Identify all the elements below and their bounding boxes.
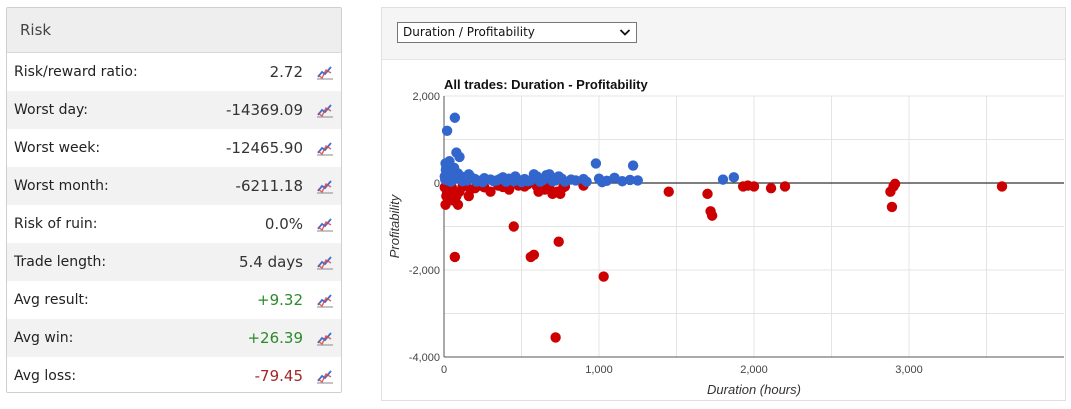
risk-row-value: -12465.90 — [226, 139, 303, 157]
loss-trade-point — [996, 181, 1008, 192]
loss-trade-point — [550, 332, 561, 343]
line-chart-icon[interactable] — [315, 366, 335, 386]
x-tick-label: 0 — [441, 364, 447, 376]
win-trade-point — [590, 158, 602, 169]
line-chart-icon[interactable] — [315, 328, 335, 348]
duration-profitability-chart: All trades: Duration - Profitability 2,00… — [387, 77, 1064, 397]
win-trade-point — [596, 176, 608, 188]
loss-trade-point — [463, 190, 474, 202]
win-trade-point — [632, 175, 643, 186]
loss-trade-point — [533, 186, 544, 197]
risk-row-label: Trade length: — [14, 254, 107, 270]
x-tick-label: 1,000 — [585, 364, 613, 376]
line-chart-icon[interactable] — [315, 176, 335, 196]
risk-row: Worst week: -12465.90 — [7, 129, 341, 167]
win-trade-point — [463, 169, 474, 180]
win-trade-point — [477, 176, 488, 188]
win-trade-point — [627, 160, 639, 171]
risk-row-label: Avg result: — [14, 292, 89, 308]
x-tick-label: 3,000 — [895, 364, 923, 376]
win-trade-point — [624, 174, 636, 186]
risk-row: Risk/reward ratio: 2.72 — [7, 53, 341, 91]
line-chart-icon[interactable] — [315, 100, 335, 120]
y-tick-label: -2,000 — [409, 265, 440, 277]
risk-panel-title: Risk — [7, 8, 341, 53]
loss-trade-point — [663, 186, 674, 197]
chart-type-select[interactable]: Duration / Profitability — [397, 22, 637, 43]
risk-panel: Risk Risk/reward ratio: 2.72 Worst day: -14… — [6, 7, 342, 393]
win-trade-point — [441, 125, 453, 136]
risk-row-label: Avg loss: — [14, 368, 77, 384]
loss-trade-point — [553, 236, 564, 247]
risk-row-label: Worst day: — [14, 102, 89, 118]
win-trade-point — [528, 169, 540, 180]
loss-trade-point — [889, 178, 901, 190]
loss-trade-point — [886, 201, 898, 213]
risk-row: Worst month: -6211.18 — [7, 167, 341, 205]
win-trade-point — [449, 112, 461, 123]
loss-trade-point — [508, 221, 519, 232]
risk-row: Trade length: 5.4 days — [7, 243, 341, 281]
risk-row-value: 0.0% — [264, 215, 303, 233]
risk-row-value: -79.45 — [254, 367, 303, 385]
risk-row-value: +9.32 — [257, 291, 303, 309]
risk-row: Avg loss: -79.45 — [7, 357, 341, 392]
risk-row-value: -14369.09 — [226, 101, 303, 119]
x-tick-label: 2,000 — [740, 364, 768, 376]
loss-trade-point — [598, 271, 609, 282]
chart-toolbar: Duration / Profitability — [382, 8, 1065, 60]
win-trade-point — [570, 175, 581, 186]
win-trade-point — [609, 172, 620, 183]
chart-panel: Duration / Profitability All trades: Dur… — [381, 7, 1066, 401]
loss-trade-point — [706, 210, 718, 221]
loss-trade-point — [452, 199, 464, 210]
risk-table: Risk/reward ratio: 2.72 Worst day: -14369.0… — [7, 53, 341, 392]
risk-row-value: 5.4 days — [238, 253, 303, 271]
y-tick-label: 2,000 — [412, 91, 440, 103]
win-trade-point — [500, 176, 512, 187]
loss-trade-point — [485, 186, 496, 197]
win-trade-point — [534, 176, 546, 187]
win-trade-point — [522, 176, 533, 187]
risk-row: Worst day: -14369.09 — [7, 91, 341, 129]
risk-row-label: Risk/reward ratio: — [14, 64, 138, 80]
win-trade-point — [617, 176, 628, 187]
y-tick-label: -4,000 — [409, 352, 440, 364]
risk-row-label: Avg win: — [14, 330, 74, 346]
y-tick-label: 0 — [434, 178, 440, 190]
line-chart-icon[interactable] — [315, 138, 335, 158]
win-trade-point — [581, 176, 592, 187]
risk-row-label: Worst week: — [14, 140, 101, 156]
win-trade-point — [457, 176, 468, 187]
risk-row-value: +26.39 — [247, 329, 303, 347]
risk-row: Risk of ruin: 0.0% — [7, 205, 341, 243]
line-chart-icon[interactable] — [315, 290, 335, 310]
chevron-down-icon — [619, 23, 631, 48]
loss-trade-point — [442, 193, 454, 204]
y-axis-title: Profitability — [387, 193, 402, 258]
loss-trade-point — [748, 181, 760, 192]
line-chart-icon[interactable] — [315, 214, 335, 234]
loss-trade-point — [702, 188, 713, 200]
chart-title: All trades: Duration - Profitability — [444, 77, 648, 92]
win-trade-point — [454, 151, 465, 163]
win-trade-point — [728, 172, 740, 183]
risk-row-label: Worst month: — [14, 178, 109, 194]
risk-row: Avg win: +26.39 — [7, 319, 341, 357]
line-chart-icon[interactable] — [315, 252, 335, 272]
loss-trade-point — [449, 251, 461, 263]
risk-row-value: 2.72 — [269, 63, 303, 81]
loss-trade-point — [528, 249, 540, 260]
x-axis-title: Duration (hours) — [707, 382, 801, 397]
win-trade-point — [444, 156, 455, 167]
loss-trade-point — [765, 183, 777, 194]
win-trade-point — [559, 176, 571, 187]
risk-row-value: -6211.18 — [235, 177, 303, 195]
risk-row: Avg result: +9.32 — [7, 281, 341, 319]
win-trade-point — [717, 174, 729, 185]
line-chart-icon[interactable] — [315, 62, 335, 82]
loss-trade-point — [779, 181, 791, 192]
risk-row-label: Risk of ruin: — [14, 216, 98, 232]
chart-type-selected: Duration / Profitability — [403, 25, 535, 39]
